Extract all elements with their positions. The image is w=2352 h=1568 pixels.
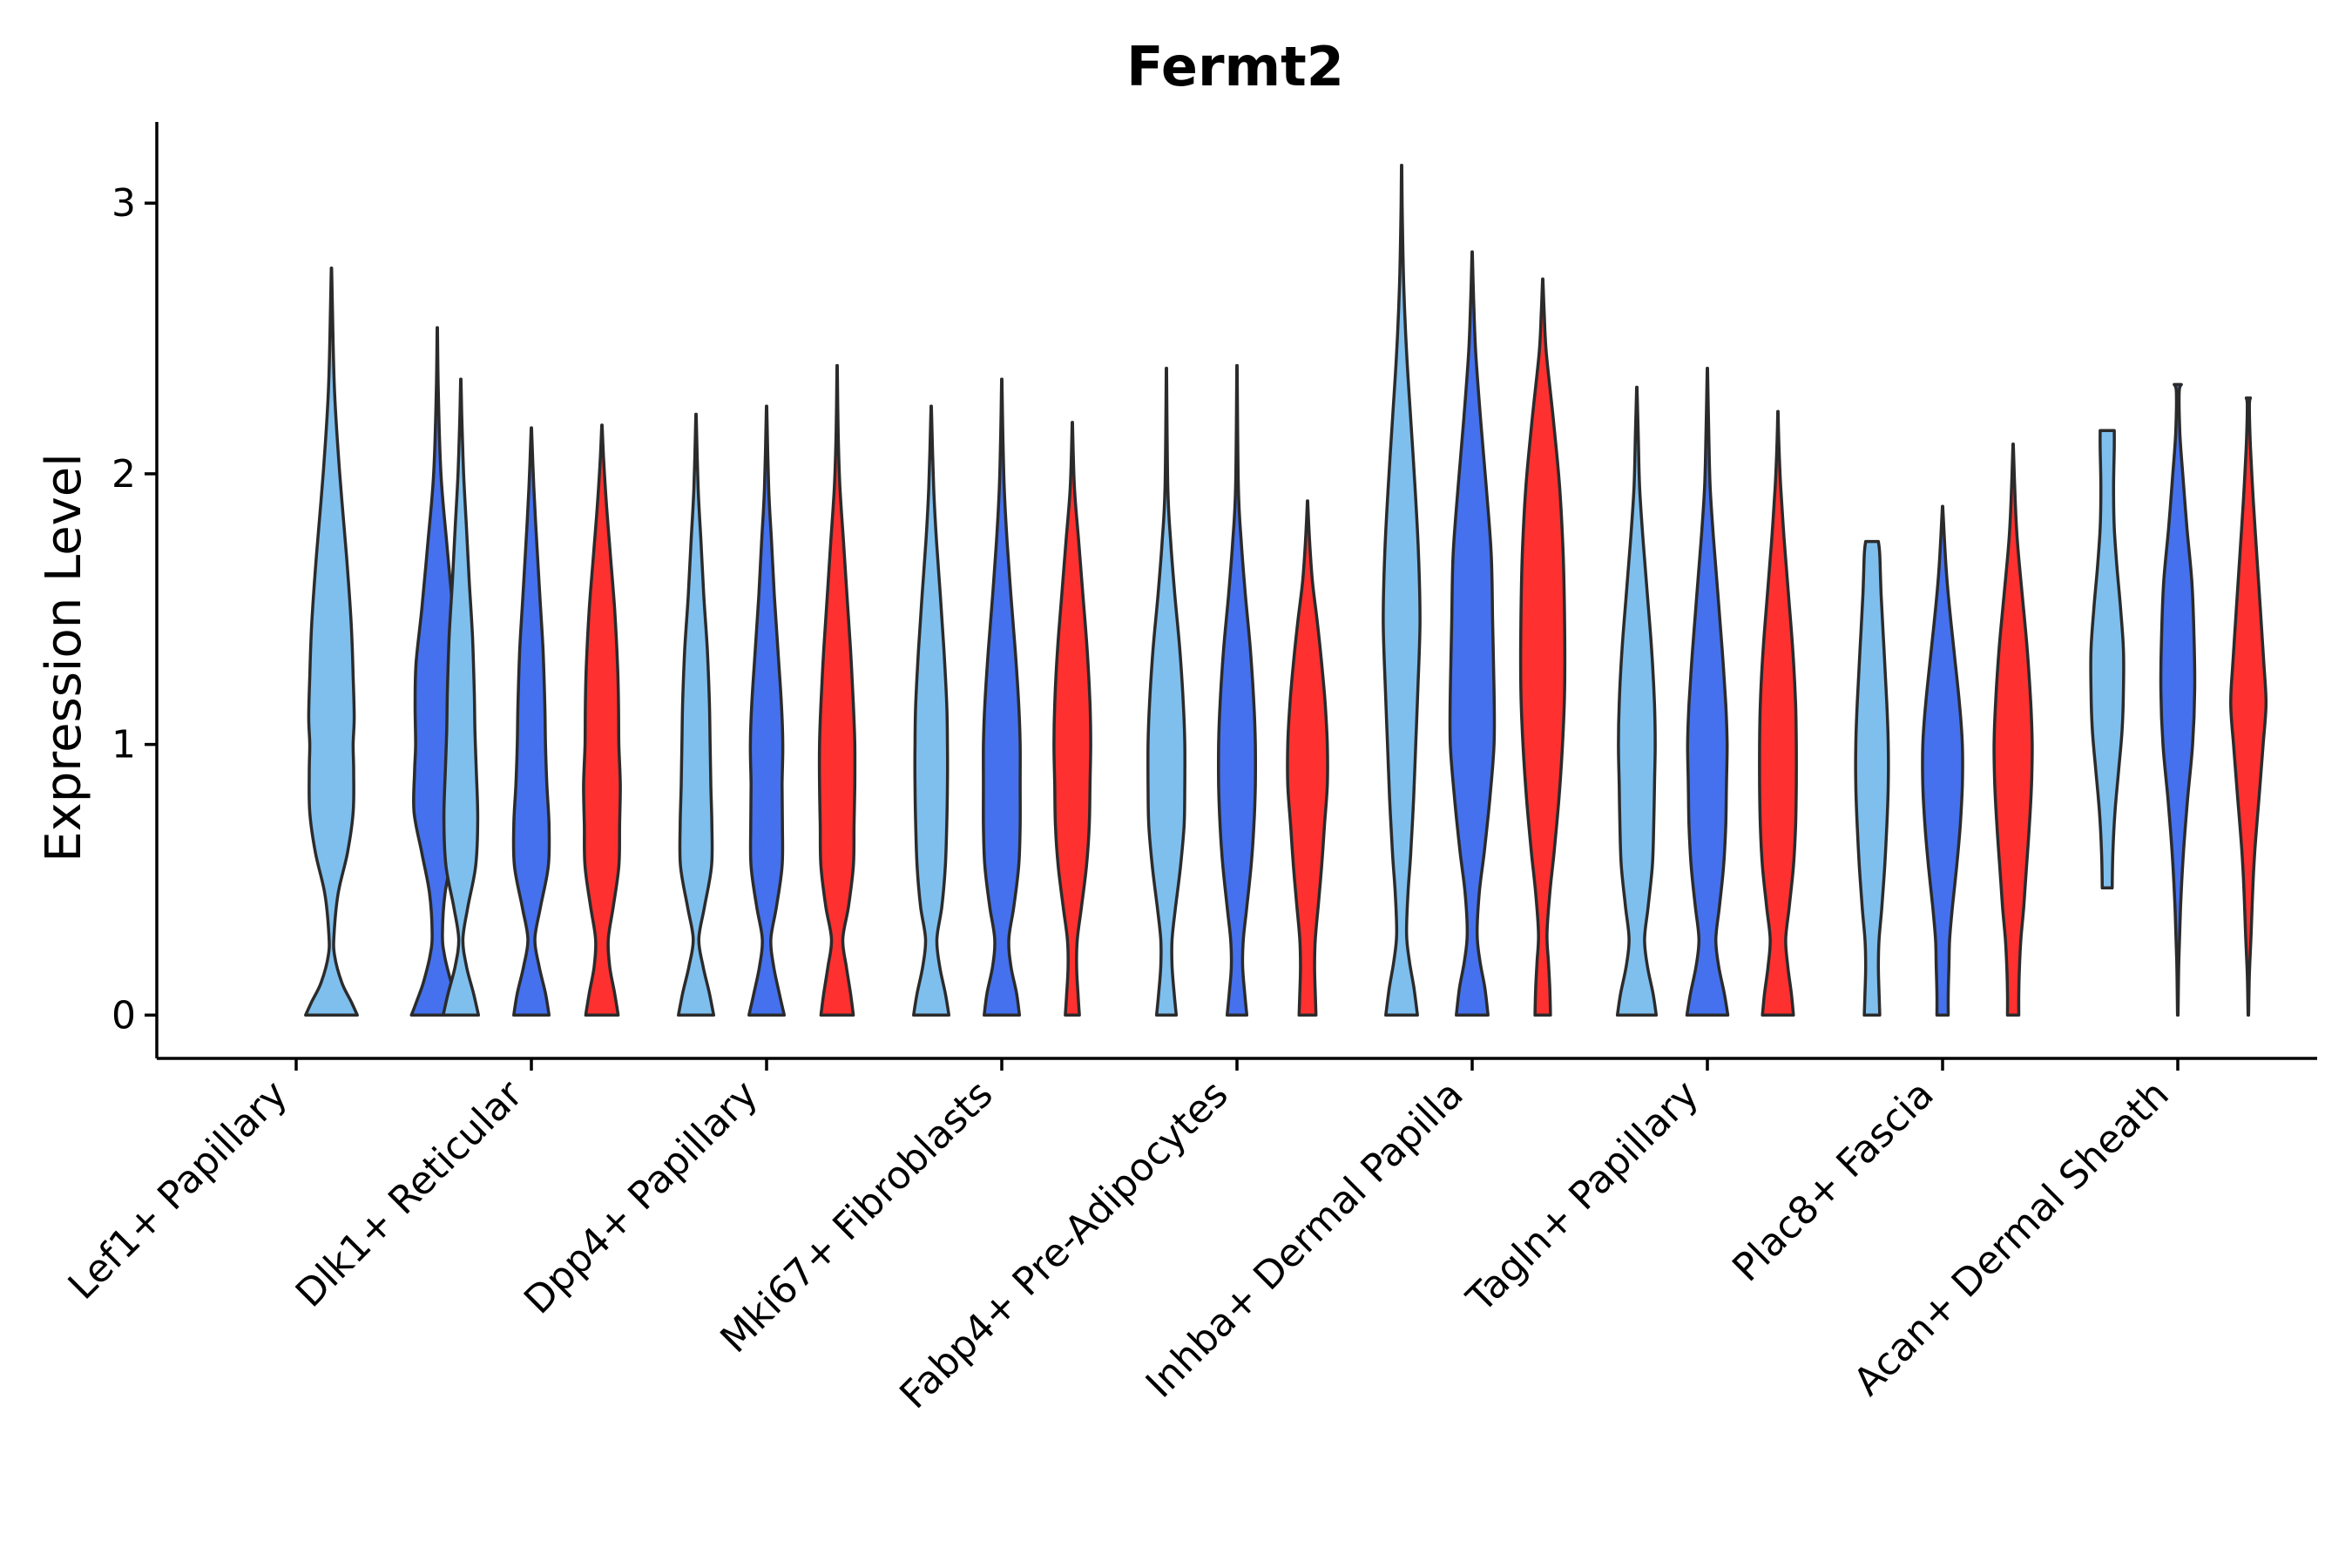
violin-8-series-3 <box>1992 442 2034 1017</box>
violin-3-series-3 <box>817 363 857 1017</box>
violin-2-series-1 <box>442 377 481 1017</box>
y-tick-label: 3 <box>112 181 136 226</box>
violins-layer <box>304 163 2268 1017</box>
y-tick-label: 1 <box>112 723 136 767</box>
violin-6-series-3 <box>1518 277 1567 1017</box>
violin-7-series-3 <box>1758 409 1798 1017</box>
violin-3-series-1 <box>677 412 716 1017</box>
violin-8-series-2 <box>1921 504 1964 1017</box>
violin-2-series-3 <box>582 423 622 1017</box>
x-tick-label: Lef1+ Papillary <box>60 1072 296 1308</box>
violin-3-series-2 <box>747 404 787 1017</box>
violin-7-series-1 <box>1615 385 1659 1017</box>
x-tick-label: Dpp4+ Papillary <box>516 1072 767 1323</box>
violin-9-series-1 <box>2089 429 2126 890</box>
violin-9-series-2 <box>2159 382 2197 1017</box>
violin-8-series-1 <box>1854 539 1890 1017</box>
violin-1-series-1 <box>304 267 359 1017</box>
violin-2-series-2 <box>511 426 551 1017</box>
y-axis: 0 1 2 3 <box>112 122 159 1058</box>
violin-4-series-2 <box>982 377 1022 1017</box>
violin-4-series-3 <box>1052 421 1092 1017</box>
violin-6-series-2 <box>1448 250 1497 1017</box>
chart-title: Fermt2 <box>1126 35 1344 98</box>
violin-4-series-1 <box>912 404 951 1017</box>
y-tick-label: 0 <box>112 993 136 1037</box>
violin-5-series-2 <box>1217 363 1257 1017</box>
violin-7-series-2 <box>1685 366 1730 1017</box>
violin-9-series-3 <box>2229 396 2268 1017</box>
violin-5-series-1 <box>1146 366 1186 1017</box>
x-tick-label: Tagln+ Papillary <box>1458 1072 1707 1321</box>
x-tick-label: Plac8+ Fascia <box>1724 1072 1943 1291</box>
y-axis-label: Expression Level <box>36 453 92 862</box>
y-tick-label: 2 <box>112 452 136 497</box>
x-tick-label: Dlk1+ Reticular <box>287 1071 532 1316</box>
violin-5-series-3 <box>1286 499 1329 1017</box>
violin-6-series-1 <box>1382 163 1422 1017</box>
